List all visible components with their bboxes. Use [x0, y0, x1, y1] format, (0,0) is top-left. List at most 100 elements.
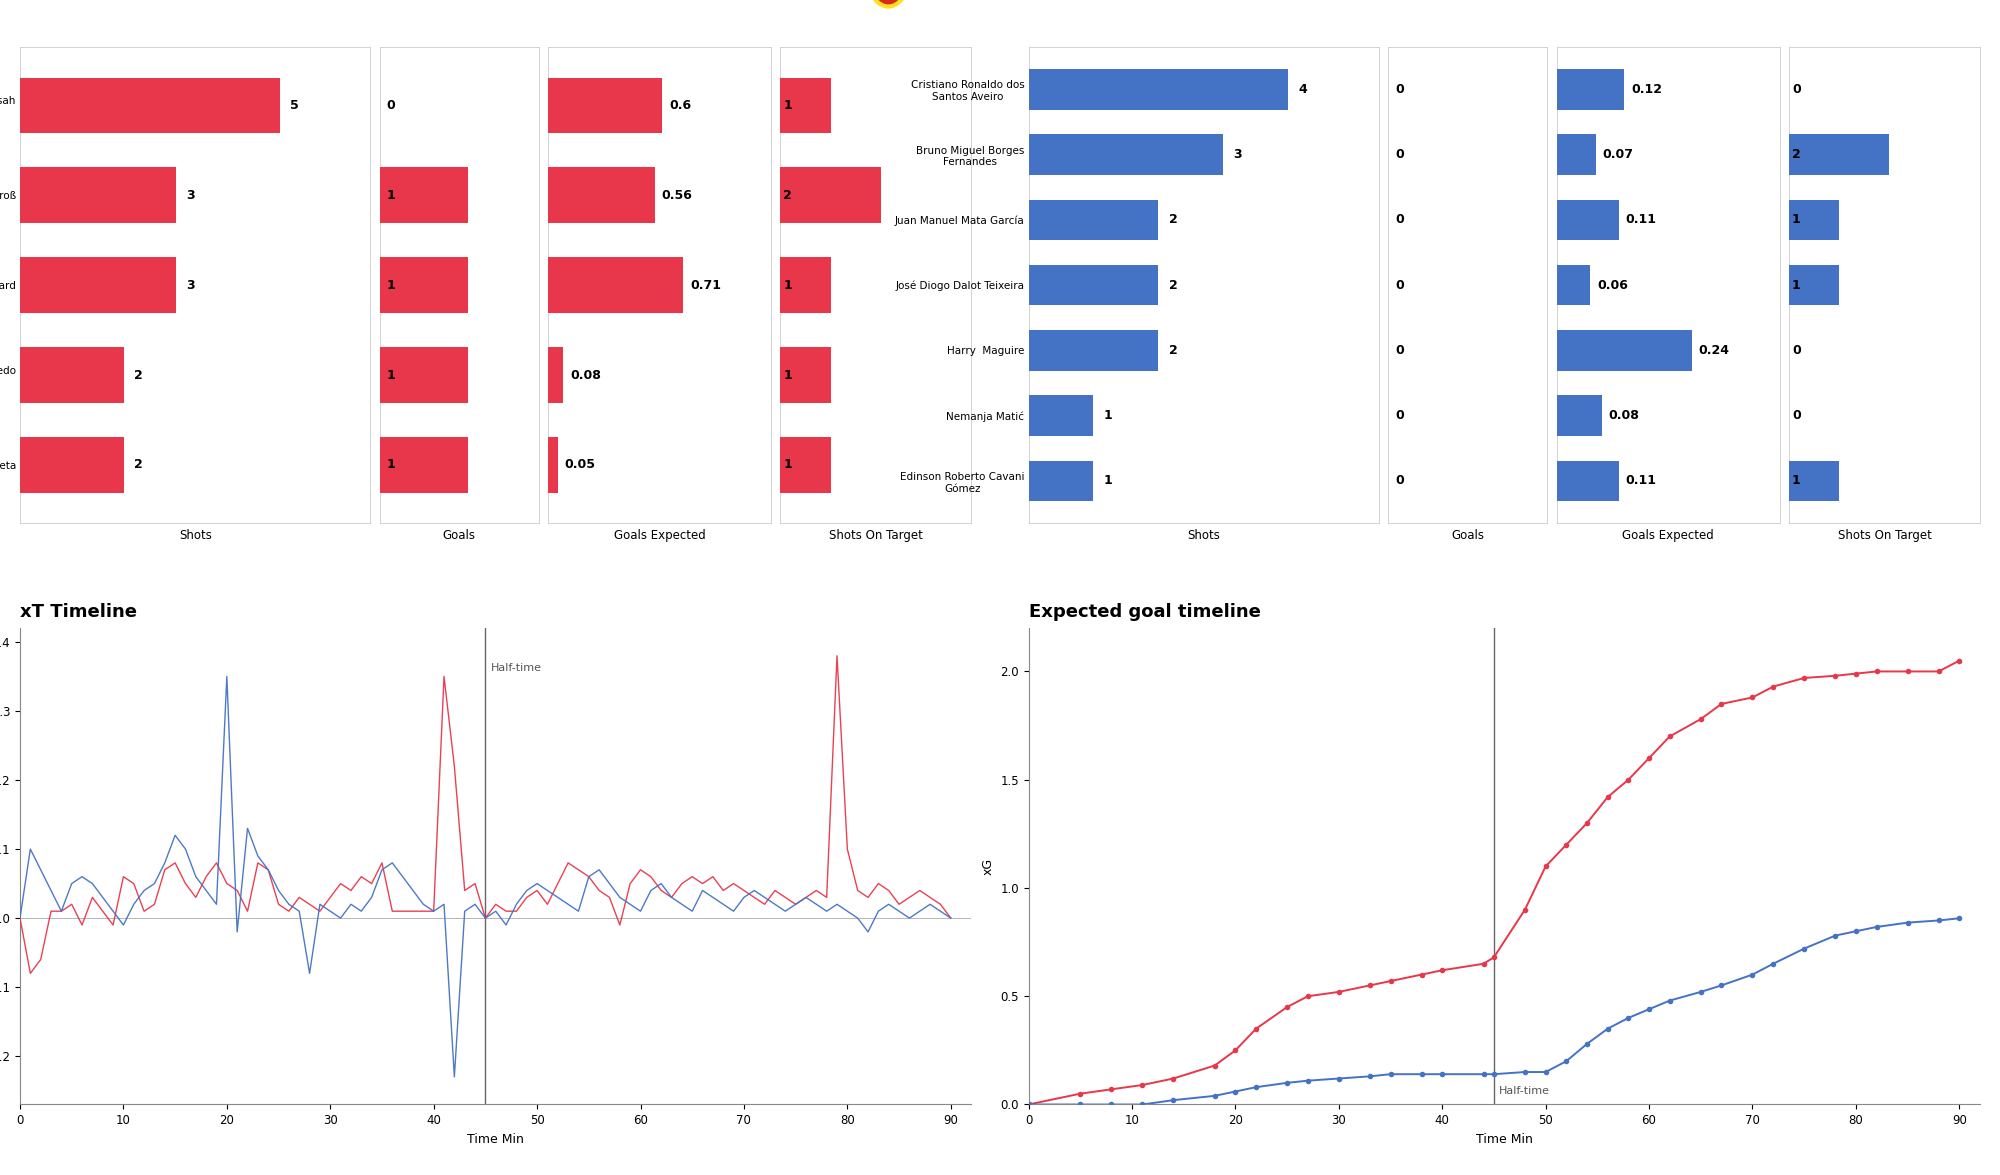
X-axis label: Goals: Goals: [1452, 529, 1484, 542]
Text: 0: 0: [1396, 475, 1404, 488]
Bar: [380, 437, 468, 492]
Text: 2: 2: [134, 369, 142, 382]
Text: 0.07: 0.07: [1602, 148, 1634, 161]
X-axis label: Shots: Shots: [1188, 529, 1220, 542]
Text: xT Timeline: xT Timeline: [20, 603, 136, 622]
Bar: [1028, 200, 1158, 240]
X-axis label: Time Min: Time Min: [468, 1133, 524, 1146]
Text: 1: 1: [1104, 409, 1112, 422]
Text: 0: 0: [1396, 278, 1404, 291]
Bar: [548, 257, 684, 313]
Text: 0: 0: [1792, 83, 1800, 96]
Text: 1: 1: [386, 189, 396, 202]
X-axis label: Shots On Target: Shots On Target: [1838, 529, 1932, 542]
Text: 1: 1: [386, 369, 396, 382]
Text: 0.06: 0.06: [1598, 278, 1628, 291]
Text: 0.11: 0.11: [1626, 214, 1656, 227]
Text: 1: 1: [1792, 278, 1800, 291]
Text: 2: 2: [1168, 344, 1178, 357]
Text: 1: 1: [1792, 214, 1800, 227]
Text: 0.08: 0.08: [570, 369, 600, 382]
Text: 2: 2: [1792, 148, 1800, 161]
Bar: [380, 167, 468, 223]
Bar: [20, 78, 280, 133]
Text: 0.56: 0.56: [662, 189, 692, 202]
Bar: [1556, 396, 1602, 436]
Bar: [1788, 264, 1840, 306]
Text: 2: 2: [1168, 278, 1178, 291]
Text: 0: 0: [1396, 148, 1404, 161]
Text: Expected goal timeline: Expected goal timeline: [1028, 603, 1260, 622]
Bar: [20, 167, 176, 223]
Text: 3: 3: [1234, 148, 1242, 161]
Bar: [1556, 134, 1596, 175]
Text: 1: 1: [386, 278, 396, 291]
Bar: [1556, 461, 1618, 502]
Text: 0.11: 0.11: [1626, 475, 1656, 488]
Text: 3: 3: [186, 278, 194, 291]
Text: 1: 1: [784, 369, 792, 382]
Bar: [20, 347, 124, 403]
Bar: [780, 78, 830, 133]
Bar: [1788, 461, 1840, 502]
Bar: [1028, 330, 1158, 370]
Text: 0.12: 0.12: [1630, 83, 1662, 96]
Bar: [1556, 69, 1624, 109]
Text: 1: 1: [784, 99, 792, 112]
X-axis label: Shots: Shots: [178, 529, 212, 542]
Text: Half-time: Half-time: [490, 663, 542, 672]
Text: 0.24: 0.24: [1698, 344, 1730, 357]
X-axis label: Shots On Target: Shots On Target: [828, 529, 922, 542]
Text: 0: 0: [386, 99, 396, 112]
Text: 0.71: 0.71: [690, 278, 722, 291]
Bar: [1556, 330, 1692, 370]
Bar: [548, 167, 654, 223]
Text: 0: 0: [1792, 344, 1800, 357]
Text: 0: 0: [1792, 409, 1800, 422]
Bar: [1028, 461, 1094, 502]
Text: 1: 1: [784, 278, 792, 291]
Bar: [20, 437, 124, 492]
Bar: [780, 437, 830, 492]
Text: 0.08: 0.08: [1608, 409, 1640, 422]
X-axis label: Time Min: Time Min: [1476, 1133, 1532, 1146]
Bar: [1028, 396, 1094, 436]
Text: 4: 4: [1298, 83, 1308, 96]
Text: 0.6: 0.6: [670, 99, 692, 112]
Text: 5: 5: [290, 99, 298, 112]
Bar: [1028, 264, 1158, 306]
Text: Half-time: Half-time: [1500, 1086, 1550, 1096]
Bar: [548, 437, 558, 492]
Bar: [1028, 134, 1224, 175]
Bar: [380, 257, 468, 313]
Bar: [1028, 69, 1288, 109]
Text: 0: 0: [1396, 83, 1404, 96]
Text: 2: 2: [1168, 214, 1178, 227]
Bar: [1788, 200, 1840, 240]
Text: 2: 2: [134, 458, 142, 471]
Text: 1: 1: [784, 458, 792, 471]
Text: 1: 1: [386, 458, 396, 471]
Circle shape: [870, 0, 908, 7]
Text: 1: 1: [1792, 475, 1800, 488]
Text: 0: 0: [1396, 344, 1404, 357]
Bar: [780, 257, 830, 313]
Bar: [1556, 200, 1618, 240]
Bar: [1556, 264, 1590, 306]
Bar: [780, 347, 830, 403]
Text: 0: 0: [1396, 409, 1404, 422]
Y-axis label: xG: xG: [982, 858, 994, 875]
Bar: [548, 347, 564, 403]
Text: 3: 3: [186, 189, 194, 202]
Bar: [20, 257, 176, 313]
Bar: [380, 347, 468, 403]
Bar: [780, 167, 880, 223]
Text: 0: 0: [1396, 214, 1404, 227]
X-axis label: Goals Expected: Goals Expected: [614, 529, 706, 542]
Text: 0.05: 0.05: [564, 458, 596, 471]
Bar: [1788, 134, 1890, 175]
X-axis label: Goals: Goals: [442, 529, 476, 542]
Bar: [548, 78, 662, 133]
Text: 2: 2: [784, 189, 792, 202]
Text: 1: 1: [1104, 475, 1112, 488]
